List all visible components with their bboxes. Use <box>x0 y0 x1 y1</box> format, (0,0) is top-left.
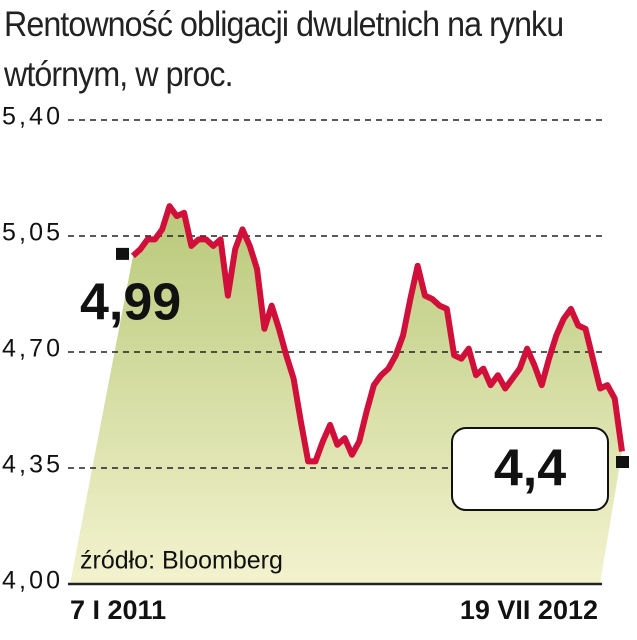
marker <box>116 247 129 260</box>
y-tick-label: 4,00 <box>2 567 60 595</box>
value-label: 4,4 <box>494 440 566 498</box>
x-tick-label: 19 VII 2012 <box>460 595 598 625</box>
chart-title: Rentowność obligacji dwuletnich na rynku… <box>4 5 564 94</box>
y-tick-label: 4,70 <box>2 335 60 363</box>
x-tick-label: 7 I 2011 <box>70 595 166 625</box>
value-label: 4,99 <box>80 274 181 332</box>
source: źródło: Bloomberg <box>80 547 283 575</box>
label-box <box>451 427 609 511</box>
y-tick-label: 5,05 <box>2 219 60 247</box>
y-tick-label: 5,40 <box>2 103 60 131</box>
y-tick-label: 4,35 <box>2 451 60 479</box>
line <box>130 203 625 465</box>
area <box>70 206 622 584</box>
marker <box>616 456 629 468</box>
